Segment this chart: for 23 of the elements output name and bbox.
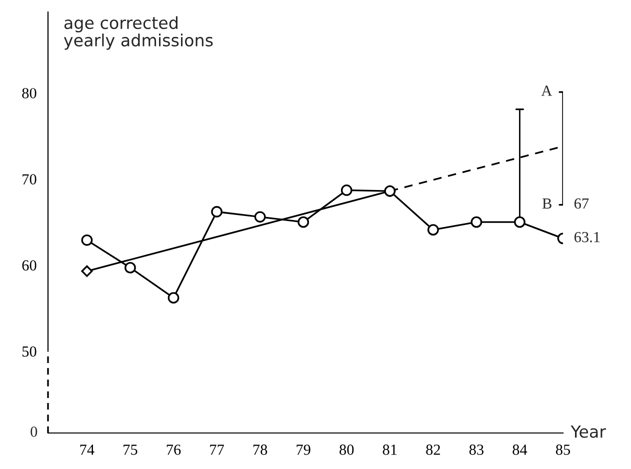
x-tick-label: 76 (166, 444, 181, 455)
x-tick-label: 84 (512, 444, 528, 455)
x-tick-label: 79 (296, 444, 310, 455)
text: 0 (30, 426, 38, 437)
data-label: 67 (574, 198, 589, 209)
x-tick-label: 85 (556, 444, 570, 455)
x-tick-label: 77 (210, 444, 224, 455)
annotation: B (542, 198, 552, 209)
annotation: A (541, 86, 552, 96)
x-tick-label: 82 (426, 444, 440, 455)
y-tick-label: 70 (22, 174, 36, 184)
x-tick-label: 75 (124, 444, 138, 455)
x-tick-label: 81 (382, 444, 397, 455)
x-tick-label: 78 (253, 444, 268, 455)
x-tick-label: 74 (80, 444, 94, 455)
y-tick-label: 80 (22, 88, 36, 98)
x-tick-label: 80 (340, 444, 354, 455)
data-label: 63.1 (574, 232, 600, 242)
y-tick-label: 50 (22, 346, 36, 357)
x-tick-label: 83 (469, 444, 484, 455)
y-axis-title: age corrected yearly admissions (64, 16, 213, 50)
y-tick-label: 60 (22, 260, 36, 271)
x-axis-title: Year (570, 425, 606, 438)
